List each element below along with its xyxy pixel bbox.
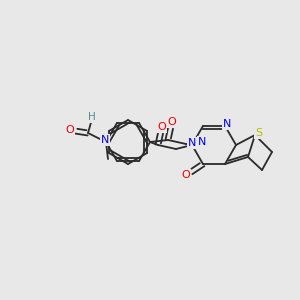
Text: S: S [255,128,262,138]
Text: O: O [168,117,176,127]
Text: H: H [88,112,96,122]
Text: O: O [158,122,166,132]
Text: O: O [182,170,190,180]
Text: N: N [223,119,231,129]
Text: N: N [188,138,196,148]
Text: N: N [101,135,109,145]
Text: N: N [198,137,206,147]
Text: O: O [66,125,74,135]
